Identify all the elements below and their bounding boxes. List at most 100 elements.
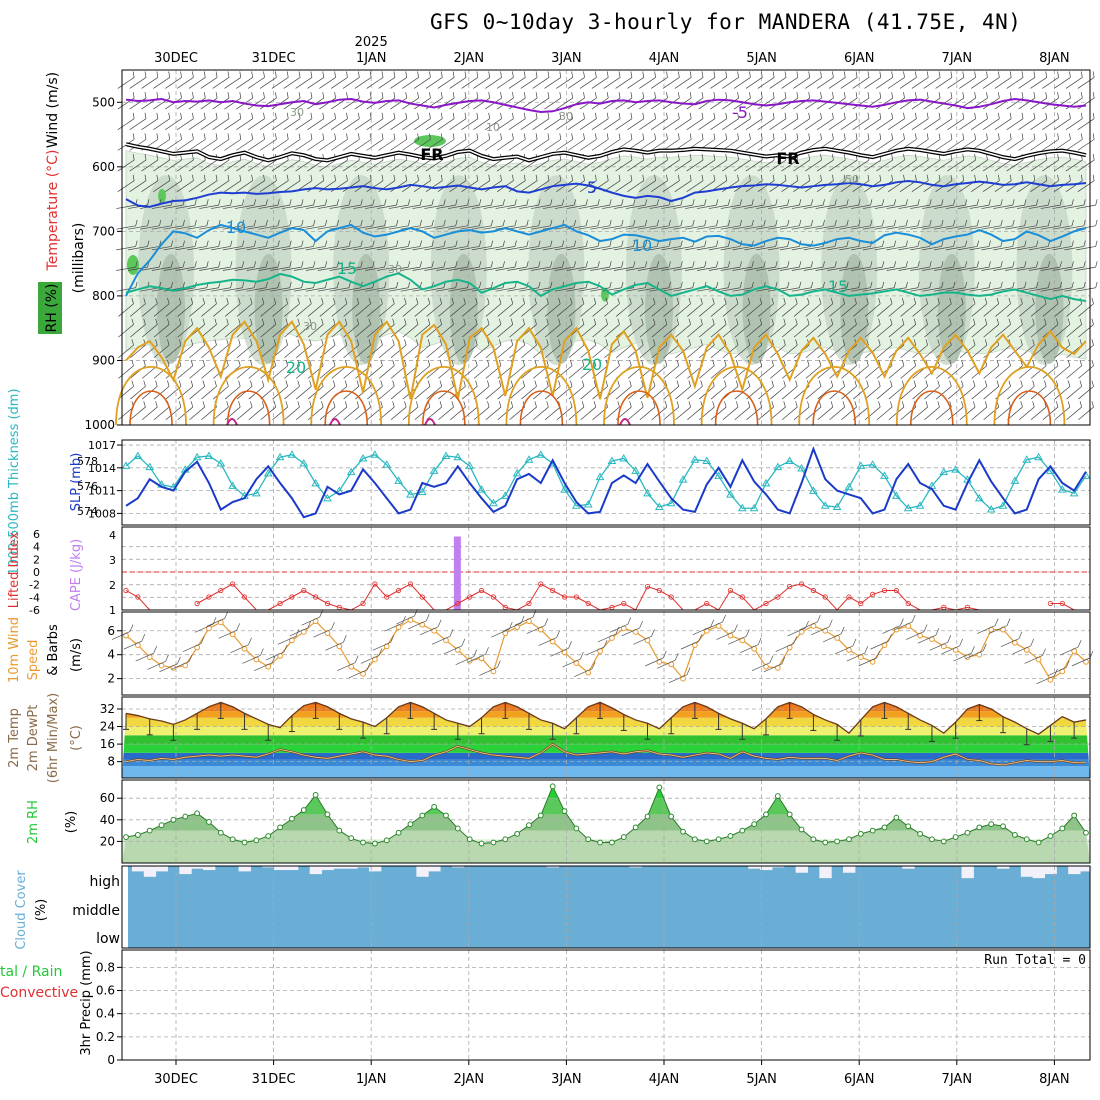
wind-barb-flag — [275, 112, 277, 119]
wind-barb — [1018, 386, 1035, 400]
wind-barb — [744, 204, 764, 209]
wind-barb-flag — [984, 401, 988, 408]
wind-barb — [675, 386, 691, 400]
wind-barb — [425, 77, 443, 89]
wind-barb-flag — [526, 199, 529, 206]
wind-barb — [461, 77, 479, 89]
wind-barb-flag — [230, 281, 233, 288]
wind-barb-10m — [751, 662, 771, 671]
wind-barb-flag — [737, 112, 739, 119]
wind-barb-flag — [393, 92, 396, 99]
wind-barb-flag — [1021, 174, 1024, 181]
wind-barb — [129, 77, 147, 89]
wind-barb-flag — [297, 297, 300, 304]
thickness-point — [785, 456, 795, 464]
wind-barb-flag — [190, 401, 194, 408]
wind-barb-flag — [384, 240, 387, 247]
wind-barb — [1053, 159, 1071, 172]
rh-band — [122, 798, 1090, 815]
wind-barb — [983, 324, 999, 338]
wind-barb — [139, 287, 160, 292]
wind-barb — [722, 77, 739, 89]
wind-barb — [153, 159, 170, 172]
wind-barb-flag — [427, 297, 431, 304]
wind-barb-flag — [749, 174, 751, 181]
top-date-label: 3JAN — [551, 51, 582, 66]
wind-barb — [367, 386, 383, 400]
wind-barb-flag — [155, 401, 158, 408]
wind-barb-flag — [1079, 380, 1083, 387]
wind-barb-flag — [1057, 133, 1059, 140]
wind-barb — [329, 204, 350, 209]
wind-barb — [355, 344, 371, 359]
wind-barb — [675, 406, 691, 420]
li-tick-label: 0 — [33, 566, 40, 579]
wind-barb — [829, 386, 845, 400]
thickness-point — [382, 460, 392, 468]
wind-barb-flag — [1024, 281, 1027, 288]
wind-barb — [722, 97, 739, 110]
wind-barb-10m — [728, 636, 747, 645]
wind-barb — [888, 324, 905, 338]
wind-barb — [673, 266, 693, 271]
cloud-cover-gap — [961, 866, 974, 879]
wind-barb — [295, 118, 313, 131]
cloud-cover-gap — [546, 866, 560, 868]
wind-barb — [200, 77, 218, 89]
wind-barb — [1064, 204, 1084, 209]
thickness-point — [216, 458, 226, 467]
wind-barb-flag — [451, 339, 454, 346]
wind-barb-flag — [820, 112, 822, 119]
wind-barb-flag — [202, 318, 205, 325]
wind-barb — [330, 139, 348, 151]
wind-barb-10m — [763, 663, 782, 673]
wind-barb-flag — [238, 297, 241, 304]
wind-barb — [874, 266, 895, 271]
wind-barb-flag — [242, 219, 245, 226]
wind-barb-flag — [1080, 112, 1083, 119]
wind-barb — [815, 225, 836, 230]
wind-barb-flag — [215, 133, 218, 140]
wind-barb-flag — [867, 174, 870, 181]
wind-barb — [151, 266, 172, 271]
isotherm-30 — [812, 390, 856, 426]
isotherm-35 — [424, 418, 436, 426]
wind-barb — [686, 159, 704, 172]
wind-barb — [805, 97, 822, 110]
wind-barb-flag — [534, 380, 537, 387]
wind-barb-flag — [700, 339, 703, 346]
wind-barb-flag — [937, 339, 940, 346]
contour-label: 5 — [587, 178, 597, 197]
wind-barb-flag — [783, 297, 786, 304]
cloud-level-label: low — [96, 931, 120, 947]
wind-barb-flag — [203, 71, 206, 78]
wind-barb-flag — [890, 339, 893, 346]
rh-contour-label: 30 — [559, 110, 573, 123]
wind-barb-flag — [725, 174, 728, 181]
wind-barb-flag — [523, 174, 526, 181]
wind-barb — [650, 159, 668, 172]
wind-barb — [983, 386, 999, 400]
wind-barb-10m — [977, 625, 996, 634]
wind-barb — [509, 303, 525, 317]
wind-barb — [189, 406, 205, 420]
wind-barb — [687, 303, 703, 317]
pressure-tick-label: 900 — [92, 353, 115, 367]
wind-barb-flag — [498, 359, 502, 366]
lifted-index-point — [870, 591, 876, 598]
temperature-band — [122, 702, 1090, 705]
li-tick-label: 4 — [33, 541, 40, 554]
wind-barb-flag — [704, 219, 707, 226]
wind-barb-flag — [250, 401, 253, 408]
wind-barb — [212, 77, 230, 89]
wind-barb — [436, 287, 456, 292]
wind-barb — [1042, 139, 1059, 151]
wind-barb-flag — [974, 154, 976, 161]
wind-barb-10m — [988, 625, 1008, 634]
top-date-label: 30DEC — [154, 51, 198, 66]
wind-barb — [130, 303, 146, 317]
lifted-index-point — [277, 600, 283, 607]
wind-barb — [376, 204, 397, 209]
wind-barb — [1042, 303, 1059, 317]
wind-barb-flag — [1000, 281, 1003, 288]
